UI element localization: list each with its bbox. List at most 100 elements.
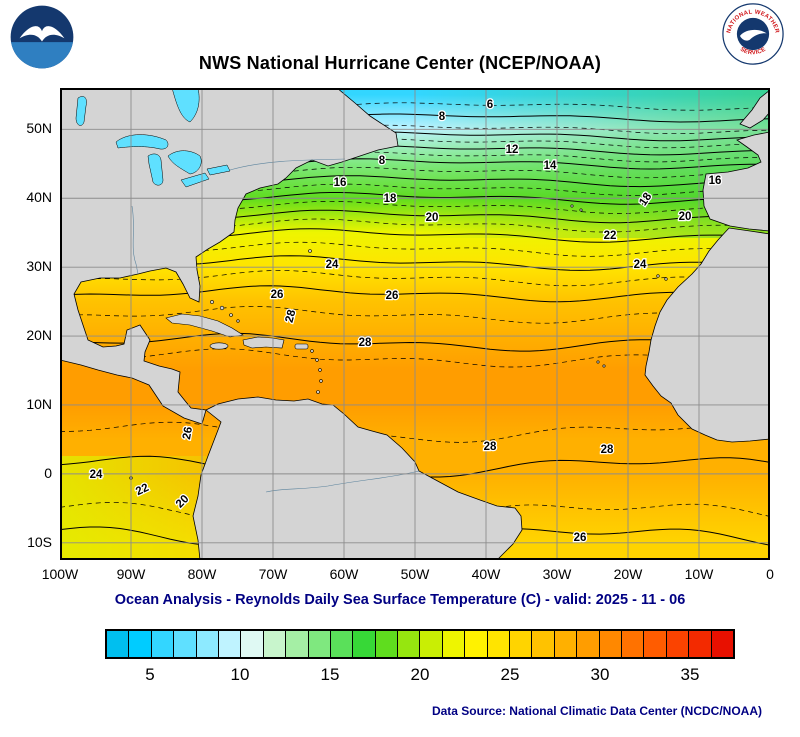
colorbar-cell xyxy=(151,631,175,657)
landmasses xyxy=(60,88,770,560)
hispaniola-island xyxy=(242,336,285,349)
map-subtitle: Ocean Analysis - Reynolds Daily Sea Surf… xyxy=(114,592,686,608)
lake-huron xyxy=(167,150,202,175)
latitude-tick-label: 0 xyxy=(44,464,52,481)
colorbar-tick-label: 20 xyxy=(410,665,430,684)
longitude-tick-label: 30W xyxy=(542,566,572,582)
nws-logo: NATIONAL WEATHER SERVICE xyxy=(722,3,784,65)
colorbar-tick-label: 30 xyxy=(590,665,610,684)
colorbar-cell xyxy=(689,631,712,657)
contour-label: 24 xyxy=(326,259,339,271)
colorbar-cell xyxy=(196,631,219,657)
colorbar-tick-label: 5 xyxy=(145,665,155,684)
hudson-james-bay xyxy=(171,88,200,123)
noaa-seagull-icon xyxy=(19,26,65,42)
longitude-tick-label: 70W xyxy=(258,566,288,582)
colorbar-cell xyxy=(644,631,667,657)
page-title: NWS National Hurricane Center (NCEP/NOAA… xyxy=(198,53,602,73)
lake-superior xyxy=(115,134,169,150)
colorbar-cell xyxy=(263,631,287,657)
contour-label: 22 xyxy=(604,230,617,242)
lake-ontario xyxy=(206,164,231,176)
colorbar-cells xyxy=(105,629,735,659)
colorbar-cell xyxy=(465,631,488,657)
colorbar-cell xyxy=(241,631,264,657)
latitude-tick-label: 20N xyxy=(26,327,52,344)
colorbar-cell xyxy=(532,631,555,657)
colorbar-cell xyxy=(554,631,578,657)
contour-label: 16 xyxy=(334,177,347,189)
cuba-island xyxy=(165,313,244,338)
colorbar-cell xyxy=(666,631,690,657)
amazon-river xyxy=(265,470,420,493)
colorbar-cell xyxy=(621,631,645,657)
contour-label: 26 xyxy=(386,290,399,302)
colorbar-cell xyxy=(711,631,733,657)
contour-label: 28 xyxy=(359,337,372,349)
contour-label: 8 xyxy=(439,111,446,123)
colorbar-cell xyxy=(129,631,152,657)
contour-label: 18 xyxy=(384,193,397,205)
longitude-tick-label: 10W xyxy=(684,566,714,582)
lake-winnipeg xyxy=(75,96,87,126)
latitude-tick-label: 40N xyxy=(26,189,52,206)
contour-label: 12 xyxy=(506,144,519,156)
contour-label: 26 xyxy=(181,426,195,441)
latitude-tick-label: 10S xyxy=(27,533,52,550)
longitude-tick-label: 100W xyxy=(41,566,79,582)
europe-landmass xyxy=(702,131,770,232)
colorbar-cell xyxy=(577,631,600,657)
longitude-tick-label: 60W xyxy=(329,566,359,582)
contour-label: 8 xyxy=(379,155,386,167)
colorbar: 5 10 15 20 25 30 35 xyxy=(105,629,735,687)
longitude-tick-label: 0 xyxy=(766,566,774,582)
colorbar-cell xyxy=(375,631,399,657)
colorbar-cell xyxy=(599,631,622,657)
contour-label: 26 xyxy=(574,532,587,544)
contour-label: 28 xyxy=(484,441,497,453)
colorbar-cell xyxy=(107,631,130,657)
longitude-tick-label: 80W xyxy=(187,566,217,582)
nws-bird-icon xyxy=(739,29,767,41)
longitude-tick-label: 20W xyxy=(613,566,643,582)
colorbar-cell xyxy=(442,631,466,657)
colorbar-tick-label: 15 xyxy=(320,665,340,684)
st-lawrence-river xyxy=(229,158,346,171)
grid-lines xyxy=(60,88,770,560)
noaa-logo xyxy=(10,5,74,69)
lake-michigan xyxy=(147,153,164,186)
colorbar-cell xyxy=(330,631,354,657)
colorbar-tick-labels: 5 10 15 20 25 30 35 xyxy=(105,665,735,687)
colorbar-cell xyxy=(286,631,309,657)
colorbar-cell xyxy=(353,631,376,657)
longitude-tick-label: 90W xyxy=(116,566,146,582)
mississippi-river xyxy=(131,205,139,275)
contour-label: 24 xyxy=(634,259,647,271)
colorbar-cell xyxy=(487,631,511,657)
south-america-landmass xyxy=(192,396,523,560)
contour-label: 20 xyxy=(426,212,439,224)
contour-label: 28 xyxy=(601,444,614,456)
longitude-tick-label: 50W xyxy=(400,566,430,582)
contour-label: 6 xyxy=(487,99,493,111)
contour-label: 24 xyxy=(90,469,103,481)
contour-label: 20 xyxy=(679,211,692,223)
contour-label: 14 xyxy=(544,160,557,172)
latitude-tick-label: 10N xyxy=(26,395,52,412)
colorbar-cell xyxy=(218,631,242,657)
latitude-tick-label: 30N xyxy=(26,258,52,275)
north-america-landmass xyxy=(60,88,399,425)
colorbar-tick-label: 25 xyxy=(500,665,520,684)
map-frame xyxy=(60,88,770,560)
nws-ring-text-bottom: SERVICE xyxy=(739,47,767,57)
data-source: Data Source: National Climatic Data Cent… xyxy=(431,704,762,718)
puerto-rico-island xyxy=(294,343,309,350)
colorbar-tick-label: 10 xyxy=(230,665,250,684)
colorbar-cell xyxy=(308,631,331,657)
colorbar-cell xyxy=(398,631,421,657)
jamaica-island xyxy=(209,342,229,350)
colorbar-cell xyxy=(510,631,533,657)
colorbar-tick-label: 35 xyxy=(680,665,700,684)
